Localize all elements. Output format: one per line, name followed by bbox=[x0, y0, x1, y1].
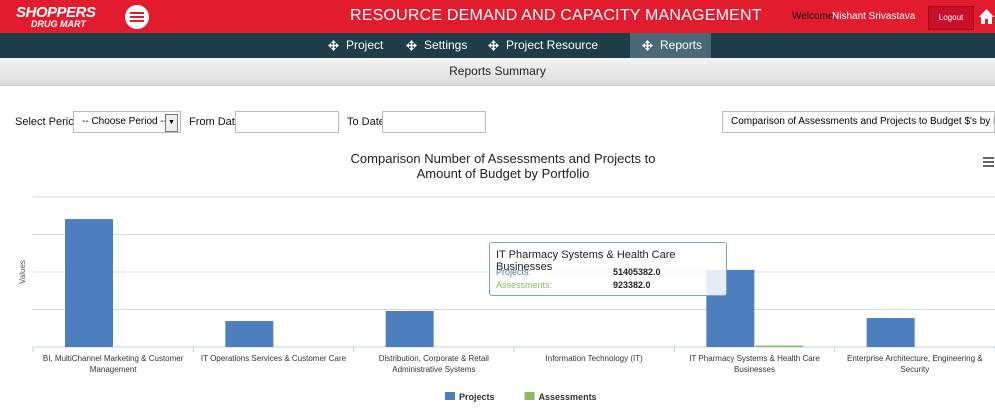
home-icon[interactable] bbox=[978, 8, 995, 25]
bar bbox=[65, 219, 113, 347]
nav-item[interactable]: Project bbox=[316, 33, 390, 58]
nav-item[interactable]: Project Resource Forecast bbox=[476, 33, 628, 77]
tooltip-title: IT Pharmacy Systems & Health Care Busine… bbox=[496, 249, 676, 273]
chart-subtitle: Amount of Budget by Portfolio bbox=[417, 166, 590, 181]
legend-label: Projects bbox=[459, 392, 495, 402]
welcome: Welcome, bbox=[792, 11, 837, 22]
chart-title: Comparison Number of Assessments and Pro… bbox=[351, 151, 656, 166]
x-tick-label: Enterprise Architecture, Engineering & S… bbox=[847, 354, 983, 374]
nav-icon bbox=[488, 40, 499, 51]
tooltip-value: 51405382.0 bbox=[613, 267, 661, 277]
logo-bottom: DRUG MART bbox=[31, 19, 86, 29]
user-name: Nishant Srivastava bbox=[832, 11, 916, 22]
from-input[interactable] bbox=[235, 111, 339, 133]
nav-item[interactable]: Reports bbox=[630, 33, 711, 58]
y-axis-title: Values bbox=[18, 260, 27, 284]
header: SHOPPERS DRUG MART RESOURCE DEMAND AND C… bbox=[0, 0, 995, 33]
x-tick-label: BI, MultiChannel Marketing & Customer Ma… bbox=[42, 354, 184, 374]
nav-item[interactable]: Settings bbox=[394, 33, 474, 58]
legend-swatch bbox=[524, 392, 535, 400]
logo-top[interactable]: SHOPPERS bbox=[16, 4, 96, 21]
tooltip: IT Pharmacy Systems & Health Care Busine… bbox=[489, 242, 727, 296]
bar bbox=[385, 311, 434, 347]
nav-icon bbox=[406, 40, 417, 51]
tooltip-label: Projects: bbox=[496, 267, 532, 277]
select-arrow: ▼ bbox=[165, 114, 178, 132]
x-tick-label: Distribution, Corporate & Retail Adminis… bbox=[378, 354, 489, 374]
bar bbox=[866, 318, 915, 347]
x-tick-label: IT Pharmacy Systems & Health Care Busine… bbox=[689, 354, 820, 374]
legend-swatch bbox=[445, 392, 455, 400]
menu-icon[interactable] bbox=[983, 157, 994, 167]
subheader: Reports Summary bbox=[0, 58, 995, 86]
x-tick-label: IT Operations Services & Customer Care bbox=[200, 354, 347, 363]
nav-icon bbox=[328, 40, 339, 51]
report-select[interactable]: Comparison of Assessments and Projects t… bbox=[722, 111, 995, 133]
bar bbox=[755, 345, 804, 347]
nav-icon bbox=[642, 40, 653, 51]
period-label: Select Period: bbox=[15, 116, 84, 128]
to-input[interactable] bbox=[382, 111, 486, 133]
logo-icon bbox=[125, 5, 149, 29]
tooltip-label: Assessments: bbox=[496, 280, 553, 290]
logout-button[interactable]: Logout bbox=[928, 6, 974, 30]
to-label: To Date: bbox=[347, 116, 388, 128]
period-value: -- Choose Period -- bbox=[82, 116, 168, 127]
chart: Comparison Number of Assessments and Pro… bbox=[18, 151, 995, 402]
tooltip-value: 923382.0 bbox=[613, 280, 651, 290]
x-tick-label: Information Technology (IT) bbox=[545, 354, 643, 363]
app-title: RESOURCE DEMAND AND CAPACITY MANAGEMENT bbox=[350, 7, 762, 24]
period-select[interactable]: -- Choose Period -- ▼ bbox=[73, 111, 181, 133]
bar bbox=[225, 321, 274, 347]
legend-label: Assessments bbox=[539, 392, 597, 402]
from-label: From Date: bbox=[189, 116, 245, 128]
